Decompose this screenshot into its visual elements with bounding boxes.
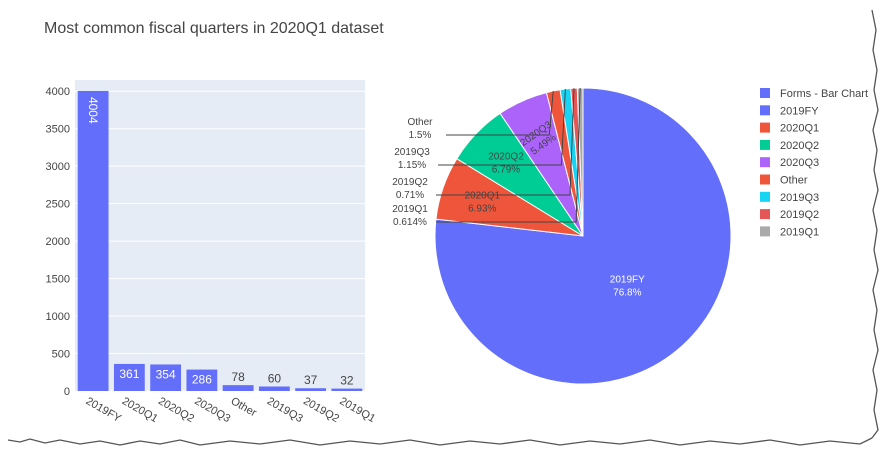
bar-data-label: 361 <box>119 367 139 381</box>
y-tick-label: 3000 <box>46 161 70 173</box>
pie-label-Other: Other 1.5% <box>407 117 433 141</box>
x-tick-label: 2019Q1 <box>337 395 377 425</box>
legend-label: Forms - Bar Chart <box>780 88 868 100</box>
legend-label: 2019Q1 <box>780 226 819 238</box>
chart-legend[interactable]: Forms - Bar Chart 2019FY 2020Q1 2020Q2 2020Q… <box>760 88 868 238</box>
legend-swatch <box>760 192 770 202</box>
legend-swatch <box>760 157 770 167</box>
y-tick-label: 2000 <box>46 236 70 248</box>
bar-data-label: 78 <box>231 370 245 384</box>
y-tick-label: 2500 <box>46 199 70 211</box>
legend-label: 2019FY <box>780 105 819 117</box>
bar-data-label: 4004 <box>86 97 100 124</box>
pie-label-name: 2019Q1 <box>392 204 428 215</box>
x-tick-label: 2019FY <box>84 395 124 425</box>
pie-label-percent: 0.614% <box>393 217 427 228</box>
legend-swatch <box>760 140 770 150</box>
legend-label: 2019Q3 <box>780 192 819 204</box>
legend-label: 2020Q1 <box>780 123 819 135</box>
pie-label-2019Q2: 2019Q2 0.71% <box>392 177 428 201</box>
bar-plot-area <box>75 80 365 391</box>
legend-item-2020Q1[interactable]: 2020Q1 <box>760 123 819 135</box>
pie-label-2019Q3: 2019Q3 1.15% <box>394 147 430 171</box>
pie-label-percent: 0.71% <box>396 190 424 201</box>
y-tick-label: 1000 <box>46 311 70 323</box>
legend-swatch <box>760 226 770 236</box>
x-tick-label: 2019Q2 <box>301 395 341 425</box>
pie-chart: 2019FY 76.8%2020Q1 6.93%2020Q2 6.79%2020Q35… <box>392 88 731 384</box>
legend-label: 2020Q3 <box>780 157 819 169</box>
legend-item-2020Q3[interactable]: 2020Q3 <box>760 157 819 169</box>
pie-label-name: Other <box>407 117 433 128</box>
legend-item-2019Q3[interactable]: 2019Q3 <box>760 192 819 204</box>
legend-item-2019Q2[interactable]: 2019Q2 <box>760 209 819 221</box>
pie-label-name: 2020Q1 <box>464 190 500 201</box>
pie-label-name: 2020Q2 <box>488 151 524 162</box>
legend-swatch <box>760 123 770 133</box>
x-tick-label: Other <box>229 395 259 419</box>
y-tick-label: 500 <box>52 349 70 361</box>
legend-label: Other <box>780 175 808 187</box>
bar-Other <box>223 385 254 391</box>
bar-chart: 0 500 1000 1500 2000 2500 3000 3500 4000 4004 2019… <box>46 80 378 425</box>
bar-data-label: 354 <box>156 367 176 381</box>
legend-label: 2020Q2 <box>780 140 819 152</box>
legend-swatch <box>760 175 770 185</box>
x-tick-label: 2020Q1 <box>120 395 160 425</box>
legend-item-2020Q2[interactable]: 2020Q2 <box>760 140 819 152</box>
bar-2019Q3 <box>259 387 290 391</box>
y-tick-label: 3500 <box>46 124 70 136</box>
pie-label-percent: 6.93% <box>468 203 496 214</box>
pie-label-percent: 6.79% <box>492 164 520 175</box>
bar-data-label: 286 <box>192 373 212 387</box>
legend-swatch <box>760 88 770 98</box>
legend-swatch <box>760 209 770 219</box>
legend-label: 2019Q2 <box>780 209 819 221</box>
pie-label-percent: 1.15% <box>398 160 426 171</box>
pie-label-percent: 1.5% <box>409 130 432 141</box>
bar-2019FY <box>78 91 109 391</box>
pie-label-2019Q1: 2019Q1 0.614% <box>392 204 428 228</box>
pie-label-percent: 76.8% <box>613 288 641 299</box>
bar-data-label: 32 <box>340 374 354 388</box>
y-tick-label: 0 <box>64 386 70 398</box>
bar-2019Q1 <box>331 389 362 391</box>
legend-item-2019Q1[interactable]: 2019Q1 <box>760 226 819 238</box>
legend-item-2019FY[interactable]: 2019FY <box>760 105 819 117</box>
legend-item-Forms - Bar Chart[interactable]: Forms - Bar Chart <box>760 88 868 100</box>
x-tick-label: 2020Q2 <box>156 395 196 425</box>
legend-swatch <box>760 105 770 115</box>
y-tick-label: 4000 <box>46 86 70 98</box>
bar-2019Q2 <box>295 388 326 391</box>
bar-data-label: 37 <box>304 373 318 387</box>
legend-item-Other[interactable]: Other <box>760 175 808 187</box>
bar-data-label: 60 <box>268 372 282 386</box>
pie-label-name: 2019Q2 <box>392 177 428 188</box>
pie-label-name: 2019Q3 <box>394 147 430 158</box>
y-tick-label: 1500 <box>46 274 70 286</box>
pie-label-name: 2019FY <box>610 275 645 286</box>
x-tick-label: 2019Q3 <box>265 395 305 425</box>
x-tick-label: 2020Q3 <box>192 395 232 425</box>
